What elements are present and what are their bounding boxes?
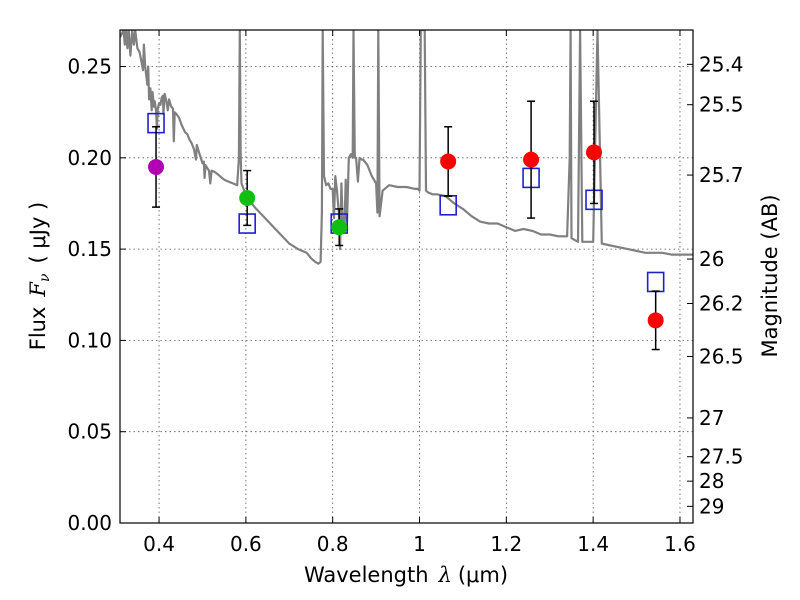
mag-tick-label: 27.5 [699, 445, 744, 469]
y-tick-label: 0.00 [67, 511, 112, 535]
y-tick-label: 0.25 [67, 55, 112, 79]
x-axis-label: Wavelength λ (μm) [304, 563, 508, 587]
observed-point [239, 189, 256, 206]
axis-ticks: 0.4 0.6 0.8 1 1.2 1.4 1.6 0.00 0.05 0.10 0.15 0.20 0… [67, 30, 744, 556]
observed-photometry-series [148, 100, 664, 351]
plot-frame [119, 29, 694, 524]
y-tick-label: 0.10 [67, 328, 112, 352]
y-tick-label: 0.15 [67, 237, 112, 261]
y-axis-label: FluxFν( μJy ) [26, 202, 53, 350]
x-tick-label: 0.4 [143, 532, 175, 556]
mag-tick-label: 28 [699, 469, 724, 493]
x-tick-label: 1.4 [577, 532, 609, 556]
mag-tick-label: 25.5 [699, 93, 744, 117]
y-tick-label: 0.05 [67, 420, 112, 444]
x-tick-label: 0.6 [230, 532, 262, 556]
model-spectrum [120, 30, 693, 265]
observed-point [586, 144, 603, 161]
mag-tick-label: 26 [699, 247, 724, 271]
x-tick-label: 1 [413, 532, 426, 556]
x-tick-label: 1.2 [490, 532, 522, 556]
mag-tick-label: 27 [699, 406, 724, 430]
mag-tick-label: 25.4 [699, 52, 744, 76]
model-spectrum-line [120, 30, 693, 265]
mag-tick-label: 29 [699, 494, 724, 518]
observed-point [331, 219, 348, 236]
x-tick-label: 1.6 [664, 532, 696, 556]
observed-point [440, 153, 457, 170]
observed-point [523, 151, 540, 168]
mag-tick-label: 26.2 [699, 291, 744, 315]
y2-axis-label: Magnitude (AB) [758, 194, 782, 357]
model-photometry-series [147, 112, 665, 293]
grid [120, 30, 693, 524]
observed-point [148, 158, 165, 175]
mag-tick-label: 26.5 [699, 344, 744, 368]
model-photometry-square [646, 271, 665, 293]
x-tick-label: 0.8 [317, 532, 349, 556]
mag-tick-label: 25.7 [699, 163, 744, 187]
y-tick-label: 0.20 [67, 146, 112, 170]
observed-point [647, 312, 664, 329]
